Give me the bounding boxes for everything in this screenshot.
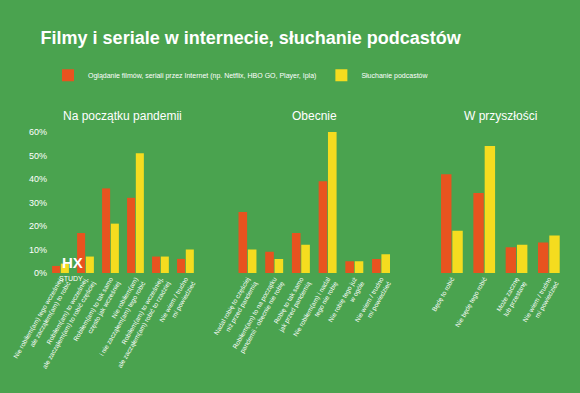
svg-text:Na początku pandemii: Na początku pandemii [63, 109, 182, 123]
svg-text:Nie robiłem(am)i nie zacząłem(: Nie robiłem(am)i nie zacząłem(am) tego r… [91, 275, 148, 357]
svg-text:Nie będę tego robić: Nie będę tego robić [454, 275, 489, 328]
svg-text:HX: HX [62, 254, 83, 271]
svg-text:Nie robiłem(am) i nadaltego ni: Nie robiłem(am) i nadaltego nie robię [292, 275, 340, 342]
svg-text:Robiłem(am) to wcześniej,ale z: Robiłem(am) to wcześniej,ale zacząłem(am… [33, 276, 97, 370]
svg-text:40%: 40% [29, 174, 47, 184]
svg-text:50%: 50% [29, 151, 47, 161]
svg-text:Nadal robię to częściejniż prz: Nadal robię to częściejniż przed pandemi… [212, 276, 259, 341]
svg-text:Nie robię tego jużw ogóle: Nie robię tego jużw ogóle [327, 276, 367, 328]
svg-text:Nie wiem / trudnomi powiedzieć: Nie wiem / trudnomi powiedzieć [158, 275, 198, 328]
svg-text:30%: 30% [29, 198, 47, 208]
svg-text:STUDY: STUDY [59, 275, 83, 282]
svg-text:Nie robiłem(am) tego wcześniej: Nie robiłem(am) tego wcześniej,ale zaczą… [12, 275, 73, 364]
svg-text:Robiłem(am) to wcześniej,ale z: Robiłem(am) to wcześniej,ale zacząłem(am… [109, 276, 173, 370]
svg-text:0%: 0% [34, 268, 47, 278]
svg-text:Będę to robić: Będę to robić [430, 275, 456, 313]
svg-text:Nie wiem / trudnomi powiedzieć: Nie wiem / trudnomi powiedzieć [521, 275, 561, 328]
svg-text:60%: 60% [29, 127, 47, 137]
svg-text:Słuchanie podcastów: Słuchanie podcastów [361, 72, 428, 80]
svg-text:Może zacznęlub przestanę: Może zacznęlub przestanę [495, 276, 529, 318]
svg-text:Robię to tak samojak przed pan: Robię to tak samojak przed pandemią [270, 276, 313, 335]
svg-text:Nie wiem / trudnomi powiedzieć: Nie wiem / trudnomi powiedzieć [353, 275, 393, 328]
svg-text:Filmy i seriale w internecie,: Filmy i seriale w internecie, słuchanie … [41, 28, 462, 48]
svg-text:Obecnie: Obecnie [292, 109, 337, 123]
svg-text:W przyszłości: W przyszłości [464, 109, 537, 123]
svg-text:Oglądanie filmów, seriali prze: Oglądanie filmów, seriali przez Internet… [88, 72, 316, 80]
svg-text:Robiłem(am) to tak samoczęsto: Robiłem(am) to tak samoczęsto jak wcześn… [72, 276, 123, 347]
svg-text:Robiłem(am) to na początkupand: Robiłem(am) to na początkupandemii - obe… [231, 276, 286, 355]
svg-text:10%: 10% [29, 245, 47, 255]
svg-text:20%: 20% [29, 221, 47, 231]
